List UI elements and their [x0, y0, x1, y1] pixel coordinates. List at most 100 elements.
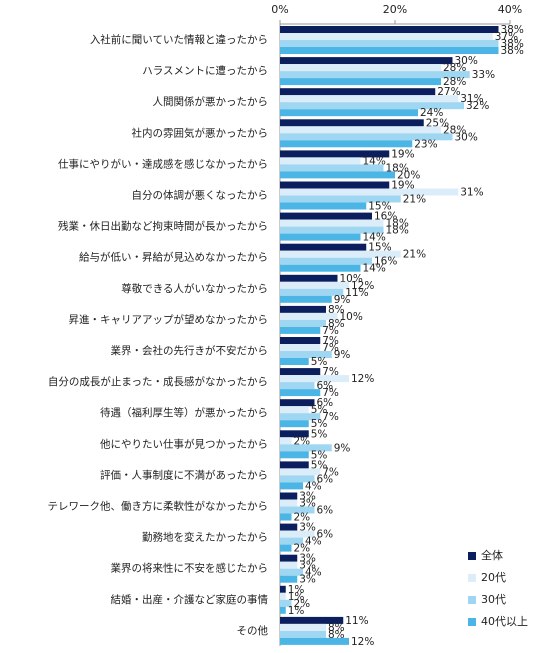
bar	[280, 181, 390, 189]
value-label: 12%	[351, 280, 374, 292]
bar	[280, 389, 321, 397]
value-label: 14%	[363, 232, 386, 244]
bar	[280, 537, 303, 545]
bar	[280, 399, 315, 407]
bar	[280, 575, 298, 583]
value-label: 1%	[288, 591, 305, 603]
bar	[280, 250, 401, 258]
y-tick-label: 給与が低い・昇給が見込めなかったから	[79, 251, 268, 264]
bar	[280, 437, 292, 445]
value-label: 8%	[328, 318, 345, 330]
bar	[280, 171, 395, 179]
bar	[280, 219, 384, 227]
bar	[280, 368, 321, 376]
value-label: 33%	[472, 69, 495, 81]
bar	[280, 140, 413, 148]
value-label: 7%	[322, 325, 339, 337]
bar	[280, 312, 338, 320]
legend-label: 30代	[481, 593, 506, 606]
value-label: 6%	[317, 505, 334, 517]
value-label: 12%	[351, 636, 374, 648]
value-label: 7%	[322, 387, 339, 399]
value-label: 6%	[317, 529, 334, 541]
bar	[280, 413, 321, 421]
bar	[280, 523, 298, 531]
legend-label: 全体	[481, 548, 503, 562]
value-label: 7%	[322, 411, 339, 423]
value-label: 12%	[351, 373, 374, 385]
bar	[280, 233, 361, 241]
y-tick-label: 尊敬できる人がいなかったから	[121, 282, 268, 295]
value-label: 4%	[305, 480, 322, 492]
bar	[280, 544, 292, 552]
bar	[280, 406, 309, 414]
value-label: 6%	[317, 397, 334, 409]
value-label: 11%	[345, 615, 368, 627]
y-tick-label: 勤務地を変えたかったから	[142, 531, 268, 544]
bar	[280, 281, 349, 289]
value-label: 16%	[374, 256, 397, 268]
x-tick-label: 20%	[383, 3, 407, 16]
value-label: 14%	[363, 263, 386, 275]
value-label: 11%	[345, 287, 368, 299]
bar	[280, 451, 309, 459]
y-tick-label: 自分の体調が悪くなったから	[132, 189, 269, 202]
bar	[280, 637, 349, 645]
y-tick-label: 人間関係が悪かったから	[153, 95, 269, 108]
bar	[280, 57, 453, 65]
bar	[280, 461, 309, 469]
value-label: 1%	[288, 605, 305, 617]
value-label: 31%	[460, 93, 483, 105]
bar	[280, 102, 464, 110]
value-label: 28%	[443, 76, 466, 88]
value-label: 30%	[455, 55, 478, 67]
bar	[280, 554, 298, 562]
value-label: 38%	[501, 45, 524, 57]
bar	[280, 243, 367, 251]
bar	[280, 468, 321, 476]
value-label: 6%	[317, 473, 334, 485]
bar	[280, 599, 292, 607]
bar	[280, 47, 499, 54]
bar	[280, 344, 321, 351]
legend-label: 40代以上	[481, 615, 528, 628]
bar	[280, 26, 499, 33]
bar	[280, 606, 286, 614]
value-label: 20%	[397, 169, 420, 181]
y-tick-label: 業界・会社の先行きが不安だから	[111, 344, 269, 357]
bar	[280, 382, 315, 390]
y-tick-label: 社内の雰囲気が悪かったから	[132, 126, 269, 139]
value-label: 9%	[334, 294, 351, 306]
bar	[280, 592, 286, 600]
value-label: 30%	[455, 131, 478, 143]
bar	[280, 444, 332, 452]
bar	[280, 95, 459, 103]
bar	[280, 157, 361, 165]
bar	[280, 561, 298, 569]
bar	[280, 530, 315, 538]
bar	[280, 326, 321, 334]
value-label: 10%	[340, 311, 363, 323]
value-label: 3%	[299, 560, 316, 572]
bar	[280, 195, 401, 203]
y-tick-label: 仕事にやりがい・達成感を感じなかったから	[58, 157, 268, 170]
value-label: 31%	[460, 187, 483, 199]
bar	[280, 337, 321, 344]
value-label: 2%	[294, 543, 311, 555]
legend-swatch	[468, 596, 476, 604]
value-label: 5%	[311, 418, 328, 430]
value-label: 4%	[305, 567, 322, 579]
bar	[280, 257, 372, 265]
value-label: 21%	[403, 249, 426, 261]
bar	[280, 430, 309, 438]
y-tick-label: 残業・休日出勤など拘束時間が長かったから	[58, 220, 268, 233]
legend-label: 20代	[481, 571, 506, 584]
y-tick-label: 業界の将来性に不安を感じたから	[111, 562, 269, 575]
value-label: 37%	[495, 31, 518, 43]
bar	[280, 492, 298, 500]
value-label: 18%	[386, 225, 409, 237]
bar	[280, 264, 361, 272]
value-label: 24%	[420, 107, 443, 119]
value-label: 23%	[414, 138, 437, 150]
bar	[280, 499, 298, 507]
